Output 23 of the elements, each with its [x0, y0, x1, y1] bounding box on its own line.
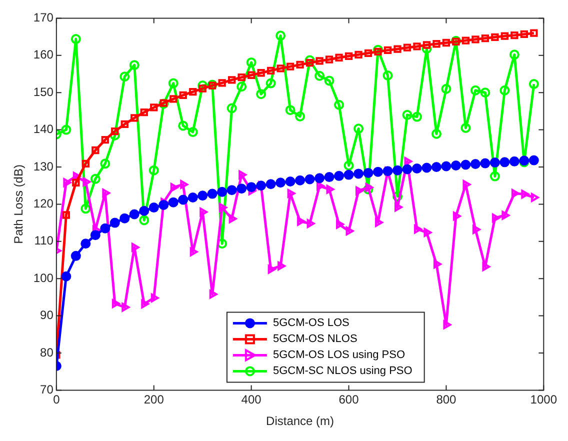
- x-tick-label: 400: [241, 392, 262, 407]
- x-tick-label: 200: [144, 392, 164, 407]
- x-tick-label: 0: [53, 392, 60, 407]
- y-tick-label: 140: [33, 122, 54, 136]
- legend-label: 5GCM-OS LOS using PSO: [272, 349, 406, 362]
- y-tick-label: 120: [33, 196, 54, 211]
- y-tick-label: 70: [40, 382, 54, 397]
- y-tick-label: 90: [40, 308, 54, 322]
- x-axis-title: Distance (m): [266, 414, 334, 428]
- legend-label: 5GCM-OS NLOS: [272, 333, 358, 346]
- y-tick-label: 110: [34, 234, 54, 248]
- x-tick-label: 600: [338, 392, 360, 407]
- y-tick-label: 170: [33, 10, 54, 25]
- y-axis-title: Path Loss (dB): [12, 164, 26, 244]
- legend-label: 5GCM-OS LOS: [272, 317, 350, 330]
- y-tick-label: 160: [33, 48, 54, 62]
- y-tick-label: 150: [33, 84, 54, 99]
- legend-label: 5GCM-SC NLOS using PSO: [272, 365, 413, 378]
- y-tick-label: 100: [33, 270, 54, 285]
- x-tick-label: 1000: [530, 392, 558, 407]
- x-tick-label: 800: [436, 392, 457, 407]
- y-tick-label: 80: [40, 345, 54, 360]
- y-tick-label: 130: [33, 159, 54, 174]
